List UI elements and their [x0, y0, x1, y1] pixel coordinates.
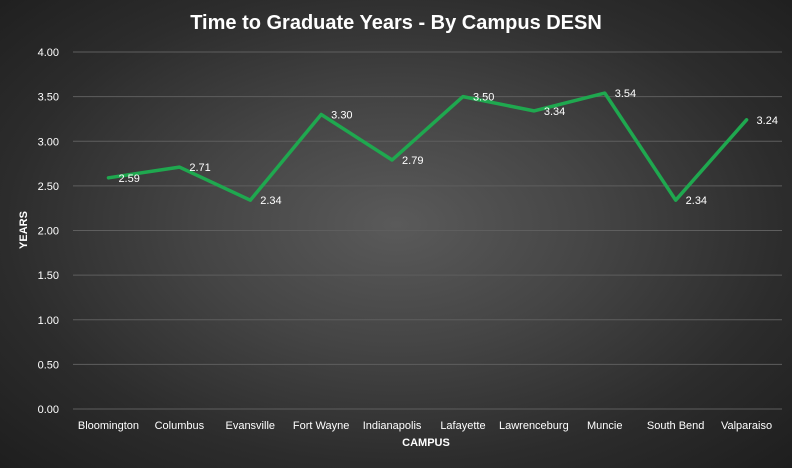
- y-tick-label: 3.00: [38, 136, 59, 148]
- data-labels: 2.59 2.71 2.34 3.30 2.79 3.50 3.34 3.54 2.34 3.24: [118, 88, 778, 207]
- y-tick-label: 3.50: [38, 92, 59, 104]
- x-tick-label: Indianapolis: [363, 420, 422, 432]
- data-label: 2.34: [686, 195, 707, 207]
- x-tick-label: Lafayette: [440, 420, 485, 432]
- data-label: 2.59: [118, 173, 139, 185]
- x-tick-label: Columbus: [155, 420, 205, 432]
- data-label: 3.34: [544, 106, 565, 118]
- x-tick-label: Evansville: [225, 420, 275, 432]
- series-layer: [106, 91, 749, 202]
- data-label: 3.30: [331, 109, 352, 121]
- x-axis-ticks: Bloomington Columbus Evansville Fort Wayne I…: [78, 420, 772, 432]
- y-tick-label: 0.50: [38, 359, 59, 371]
- y-tick-label: 1.00: [38, 315, 59, 327]
- y-tick-label: 0.00: [38, 404, 59, 416]
- x-tick-label: Valparaiso: [721, 420, 772, 432]
- x-tick-label: Lawrenceburg: [499, 420, 569, 432]
- data-label: 2.34: [260, 195, 281, 207]
- x-tick-label: Muncie: [587, 420, 622, 432]
- data-label: 2.71: [189, 162, 210, 174]
- data-label: 2.79: [402, 155, 423, 167]
- chart-title: Time to Graduate Years - By Campus DESN: [190, 12, 602, 34]
- x-tick-label: South Bend: [647, 420, 705, 432]
- y-tick-label: 2.00: [38, 226, 59, 238]
- data-label: 3.50: [473, 92, 494, 104]
- x-tick-label: Fort Wayne: [293, 420, 349, 432]
- data-label: 3.24: [757, 115, 778, 127]
- y-axis-title: YEARS: [18, 211, 30, 249]
- series-line: [106, 91, 749, 202]
- y-tick-label: 2.50: [38, 181, 59, 193]
- y-tick-label: 1.50: [38, 270, 59, 282]
- y-axis-ticks: 0.00 0.50 1.00 1.50 2.00 2.50 3.00 3.50 4.00: [38, 47, 59, 416]
- x-tick-label: Bloomington: [78, 420, 139, 432]
- y-tick-label: 4.00: [38, 47, 59, 59]
- gridlines: [73, 51, 782, 410]
- x-axis-title: CAMPUS: [402, 437, 450, 449]
- data-label: 3.54: [615, 88, 636, 100]
